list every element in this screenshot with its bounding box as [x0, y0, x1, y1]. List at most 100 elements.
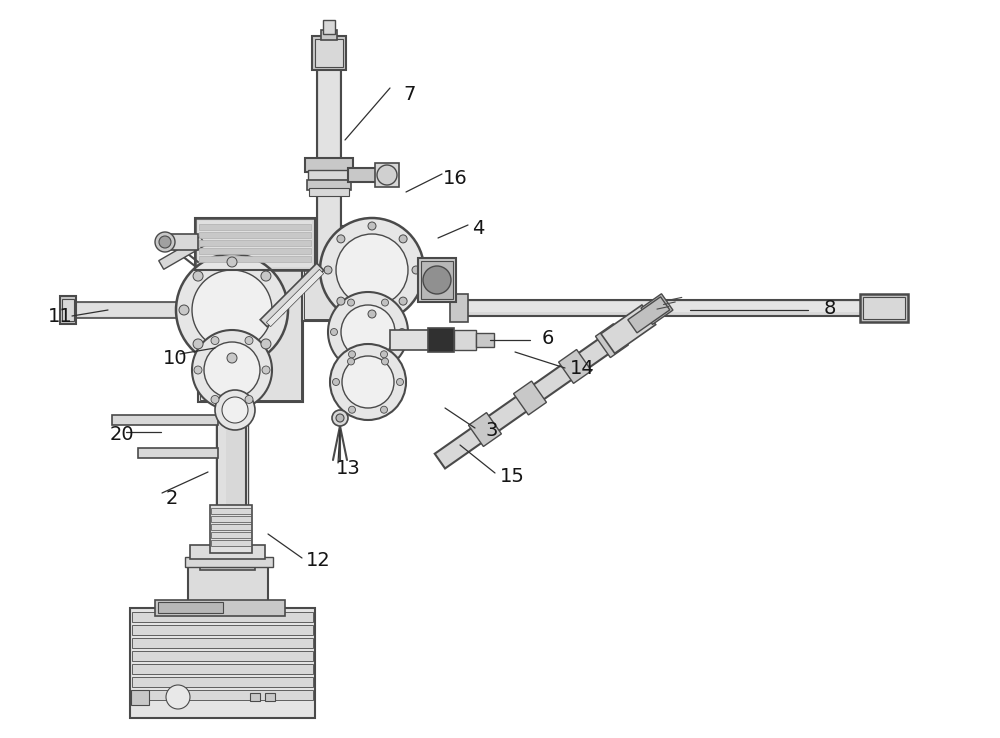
Circle shape: [192, 330, 272, 410]
Circle shape: [245, 396, 253, 404]
Circle shape: [337, 297, 345, 305]
Circle shape: [245, 337, 253, 345]
Circle shape: [194, 366, 202, 374]
Bar: [199, 256, 311, 262]
Circle shape: [275, 305, 285, 315]
Bar: [455, 300, 865, 316]
Circle shape: [320, 218, 424, 322]
Bar: [450, 294, 468, 322]
Circle shape: [227, 257, 237, 267]
Circle shape: [377, 165, 397, 185]
Circle shape: [227, 353, 237, 363]
Bar: [65, 304, 201, 316]
Bar: [211, 524, 251, 530]
Circle shape: [382, 299, 388, 306]
Circle shape: [341, 305, 395, 359]
Circle shape: [204, 342, 260, 398]
Text: 10: 10: [163, 348, 187, 368]
Circle shape: [399, 235, 407, 243]
Circle shape: [179, 305, 189, 315]
Bar: [428, 328, 454, 352]
Polygon shape: [559, 350, 592, 384]
Circle shape: [348, 299, 354, 306]
Bar: [863, 297, 905, 319]
Bar: [112, 415, 218, 425]
Bar: [390, 330, 430, 350]
Bar: [204, 264, 260, 274]
Bar: [132, 625, 313, 635]
Bar: [199, 232, 311, 238]
Circle shape: [211, 337, 219, 345]
Circle shape: [166, 685, 190, 709]
Text: 6: 6: [542, 328, 554, 348]
Circle shape: [261, 271, 271, 281]
Bar: [309, 188, 349, 196]
Circle shape: [332, 410, 348, 426]
Polygon shape: [595, 324, 628, 358]
Text: 20: 20: [110, 424, 134, 444]
Circle shape: [423, 266, 451, 294]
Circle shape: [382, 358, 388, 365]
Text: 11: 11: [48, 306, 72, 325]
Circle shape: [155, 232, 175, 252]
Bar: [130, 608, 315, 718]
Bar: [195, 218, 315, 270]
Bar: [200, 552, 255, 570]
Circle shape: [222, 397, 248, 423]
Bar: [312, 36, 346, 70]
Bar: [456, 302, 864, 312]
Bar: [190, 545, 265, 559]
Bar: [195, 218, 315, 270]
Circle shape: [324, 266, 332, 274]
Circle shape: [337, 235, 345, 243]
Polygon shape: [266, 269, 324, 327]
Bar: [138, 448, 218, 458]
Bar: [132, 651, 313, 661]
Bar: [199, 248, 311, 254]
Bar: [200, 264, 301, 400]
Bar: [455, 300, 865, 316]
Circle shape: [368, 310, 376, 318]
Bar: [265, 693, 275, 701]
Bar: [158, 602, 223, 613]
Bar: [132, 664, 313, 674]
Bar: [211, 540, 251, 546]
Polygon shape: [468, 413, 501, 446]
Bar: [321, 30, 337, 40]
Polygon shape: [514, 381, 546, 415]
Circle shape: [262, 366, 270, 374]
Circle shape: [380, 351, 388, 358]
Bar: [375, 163, 399, 187]
Text: 14: 14: [570, 359, 594, 378]
Bar: [211, 508, 251, 514]
Bar: [60, 296, 76, 324]
Bar: [132, 677, 313, 687]
Circle shape: [192, 270, 272, 350]
Bar: [211, 516, 251, 522]
Bar: [198, 221, 312, 267]
Bar: [199, 224, 311, 230]
Bar: [317, 68, 341, 270]
Bar: [132, 638, 313, 648]
Text: 13: 13: [336, 458, 360, 477]
Bar: [195, 298, 209, 322]
Text: 15: 15: [500, 466, 524, 486]
Bar: [200, 270, 264, 286]
Circle shape: [336, 234, 408, 306]
Text: 16: 16: [443, 168, 467, 187]
Circle shape: [332, 379, 340, 385]
Bar: [860, 294, 908, 322]
Text: 4: 4: [472, 218, 484, 238]
Bar: [185, 557, 273, 567]
Bar: [188, 562, 268, 612]
Circle shape: [176, 254, 288, 366]
Bar: [155, 600, 285, 616]
Bar: [323, 20, 335, 34]
Circle shape: [398, 328, 406, 336]
Circle shape: [193, 271, 203, 281]
Bar: [307, 180, 351, 190]
Bar: [62, 299, 74, 321]
Bar: [304, 228, 395, 319]
Polygon shape: [435, 328, 625, 469]
Polygon shape: [601, 305, 656, 354]
